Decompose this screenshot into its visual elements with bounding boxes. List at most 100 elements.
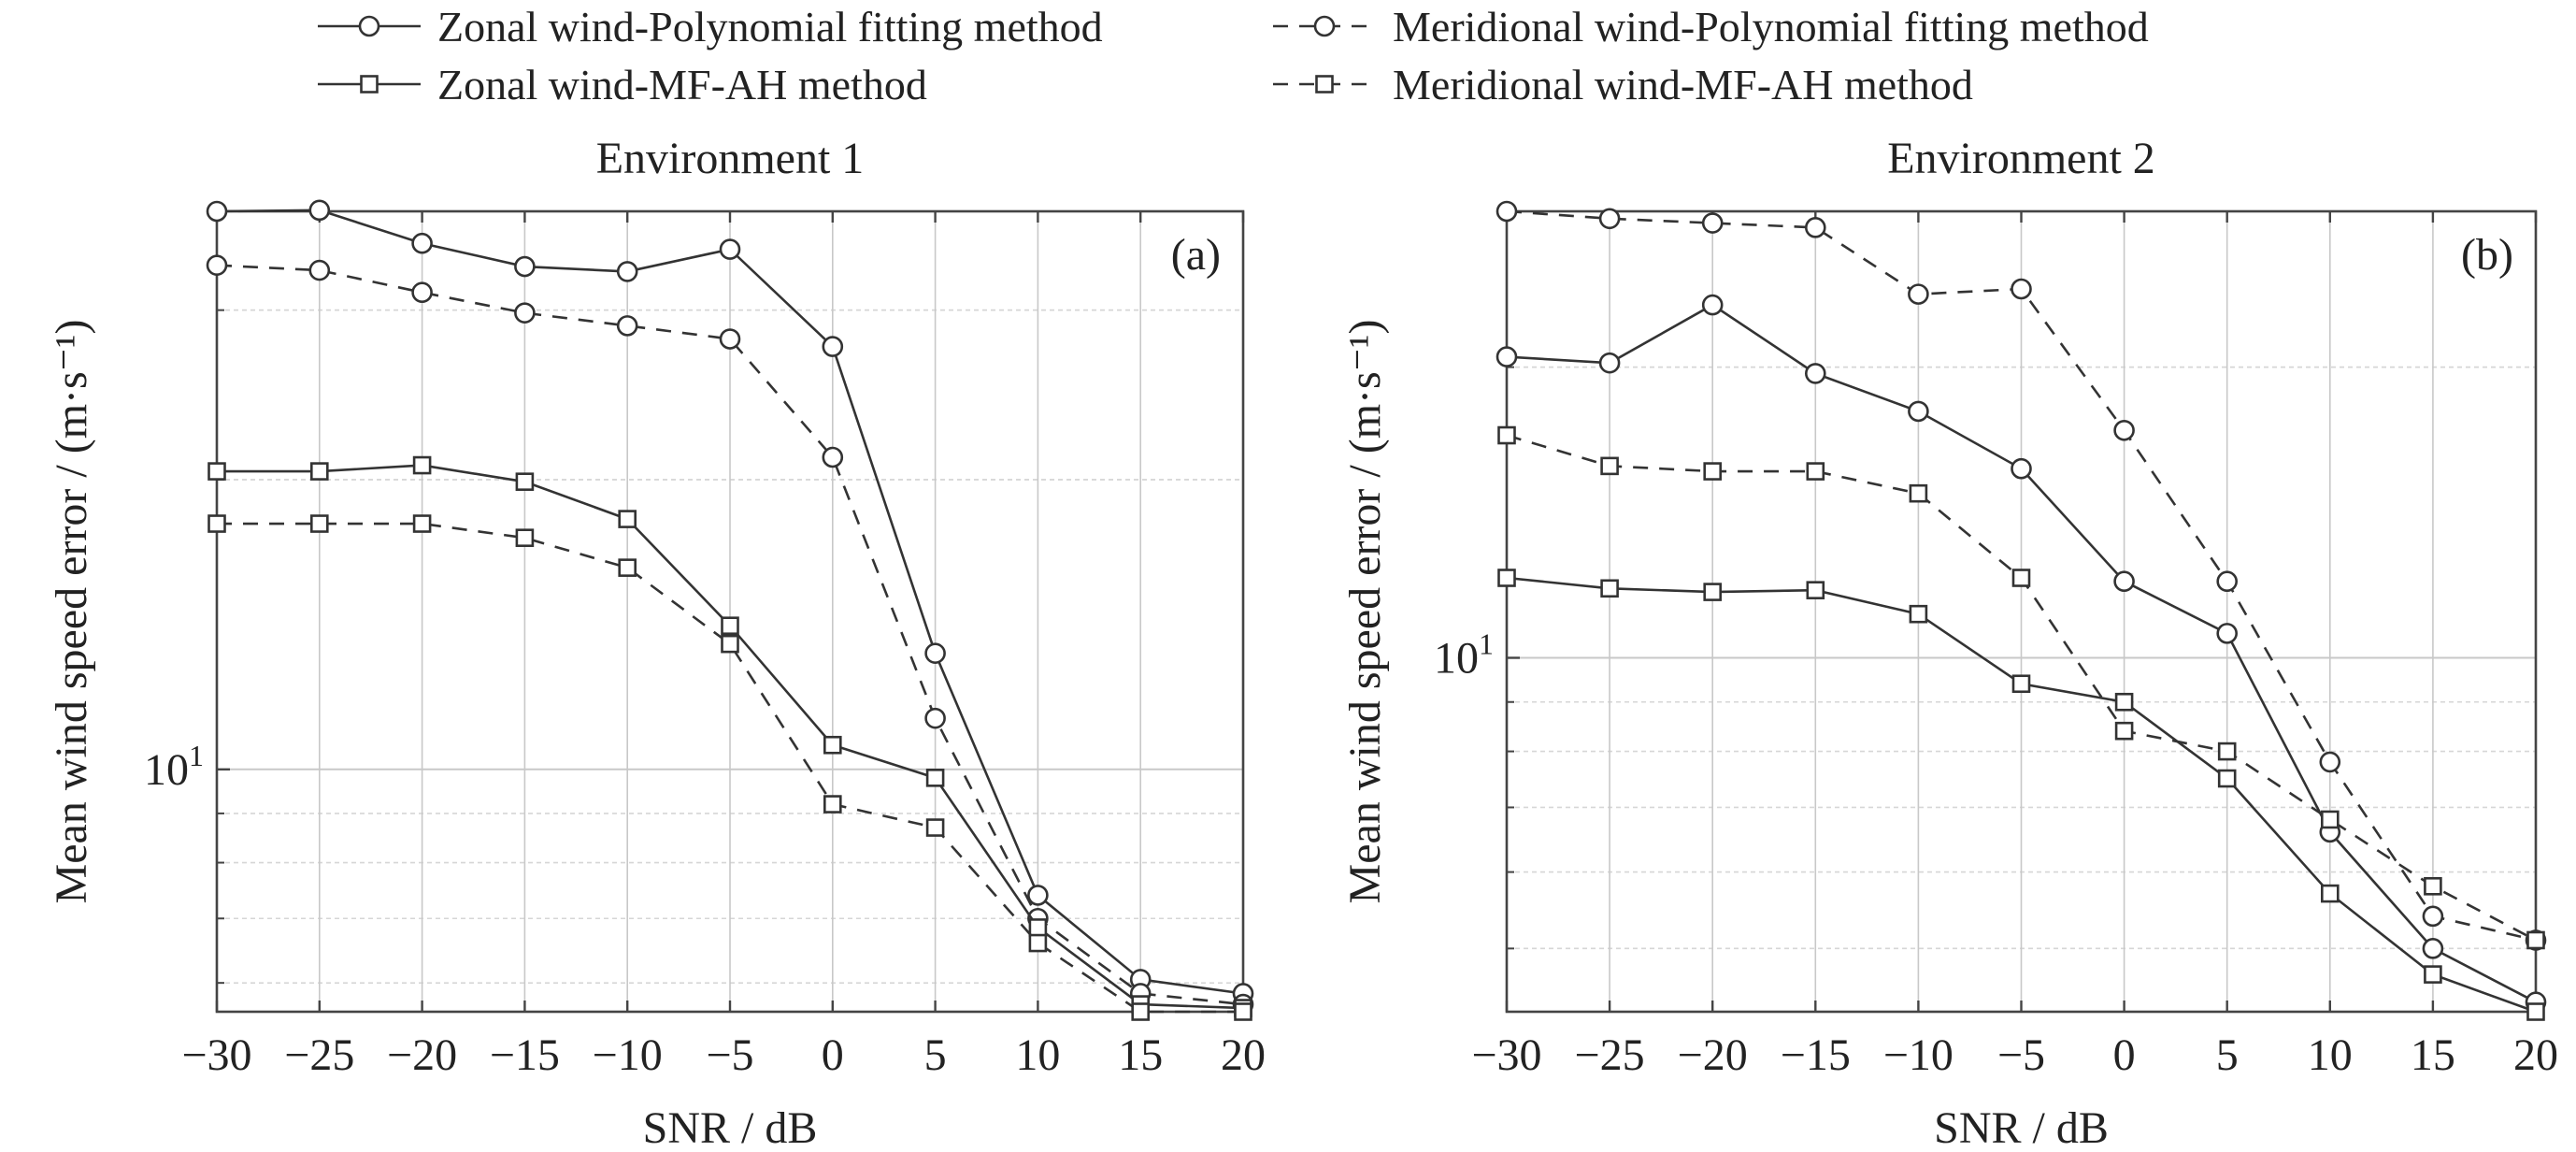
legend-entry-4: Meridional wind-MF-AH method	[1273, 61, 1973, 108]
data-point	[206, 254, 228, 276]
panel-label: (a)	[1171, 230, 1221, 280]
x-axis-label: SNR / dB	[643, 1103, 818, 1152]
data-point	[1806, 462, 1825, 481]
x-tick-label: 20	[1221, 1030, 1266, 1080]
data-point	[2422, 905, 2444, 928]
data-point	[1600, 579, 1619, 598]
x-tick-label: 10	[1015, 1030, 1060, 1080]
data-point	[721, 634, 739, 654]
y-tick-base: 10	[144, 745, 189, 795]
data-point	[515, 472, 535, 491]
series-1	[206, 199, 1254, 1004]
data-point	[1496, 200, 1518, 223]
data-point	[411, 281, 433, 304]
data-point	[2321, 884, 2340, 903]
data-point	[308, 199, 331, 222]
data-point	[823, 735, 842, 755]
data-point	[1598, 352, 1621, 374]
data-point	[2321, 810, 2340, 829]
data-point	[2216, 623, 2238, 644]
data-point	[1600, 456, 1619, 476]
data-point	[1909, 483, 1928, 503]
data-point	[719, 328, 741, 350]
data-point	[1598, 208, 1621, 230]
y-tick-exponent: 1	[1479, 626, 1494, 660]
data-point	[1234, 1002, 1252, 1021]
x-tick-label: 5	[924, 1030, 947, 1080]
legend-marker-1	[358, 15, 380, 37]
y-axis-label: Mean wind speed error / (m·s⁻¹)	[47, 320, 96, 904]
data-point	[309, 514, 329, 533]
data-point	[308, 259, 331, 281]
legend-label-4: Meridional wind-MF-AH method	[1393, 61, 1973, 108]
data-point	[1908, 283, 1929, 305]
data-point	[1497, 425, 1516, 445]
data-point	[2319, 751, 2341, 773]
data-point	[1703, 583, 1722, 601]
data-point	[822, 336, 844, 357]
grid	[1506, 211, 2537, 1012]
x-tick-label: −10	[593, 1030, 663, 1080]
legend-label-2: Meridional wind-Polynomial fitting metho…	[1393, 3, 2149, 50]
data-point	[1028, 918, 1048, 937]
chart-title: Environment 1	[596, 134, 865, 183]
x-axis-label: SNR / dB	[1934, 1103, 2109, 1152]
legend-entry-3: Zonal wind-MF-AH method	[318, 61, 927, 108]
chart-title: Environment 2	[1887, 134, 2155, 183]
legend-label-3: Zonal wind-MF-AH method	[437, 61, 927, 108]
data-point	[924, 642, 946, 664]
y-tick-label: 101	[1434, 626, 1494, 683]
legend-entry-1: Zonal wind-Polynomial fitting method	[318, 3, 1103, 50]
data-point	[2113, 570, 2135, 593]
data-point	[411, 232, 433, 254]
data-point	[2113, 419, 2135, 441]
data-point	[2216, 570, 2238, 593]
x-tick-label: −25	[284, 1030, 354, 1080]
data-point	[514, 255, 536, 278]
data-point	[1701, 294, 1724, 316]
data-point	[925, 769, 945, 787]
data-point	[412, 455, 432, 475]
legend-marker-3	[360, 75, 379, 94]
data-point	[1131, 1002, 1150, 1021]
data-point	[719, 238, 741, 260]
data-point	[514, 302, 536, 324]
grid	[216, 211, 1244, 1012]
data-point	[1806, 581, 1825, 599]
data-point	[208, 514, 226, 533]
x-tick-label: −15	[490, 1030, 560, 1080]
x-tick-label: −30	[181, 1030, 251, 1080]
data-point	[2424, 876, 2442, 896]
legend-marker-4	[1315, 75, 1334, 94]
data-point	[2114, 692, 2134, 712]
x-tick-label: 5	[2216, 1030, 2239, 1080]
series-3	[1497, 569, 2545, 1021]
y-axis-label: Mean wind speed error / (m·s⁻¹)	[1340, 320, 1390, 904]
data-point	[2011, 674, 2031, 694]
y-tick-label: 101	[144, 739, 204, 795]
data-point	[208, 462, 226, 481]
data-point	[206, 200, 228, 223]
data-point	[2011, 457, 2032, 480]
x-tick-label: 15	[2411, 1030, 2455, 1080]
data-point	[2422, 938, 2444, 959]
data-point	[616, 315, 638, 337]
data-point	[1909, 604, 1928, 624]
data-point	[823, 795, 842, 814]
data-point	[515, 528, 535, 547]
x-tick-label: −20	[1678, 1030, 1748, 1080]
data-point	[1908, 400, 1929, 423]
x-tick-label: 0	[822, 1030, 844, 1080]
data-point	[925, 818, 945, 837]
panel-label: (b)	[2461, 230, 2513, 280]
x-tick-label: 15	[1118, 1030, 1163, 1080]
data-point	[2424, 965, 2442, 984]
x-tick-label: 10	[2308, 1030, 2353, 1080]
data-point	[309, 462, 329, 481]
data-point	[2011, 278, 2032, 300]
data-point	[2526, 1002, 2545, 1021]
data-point	[1805, 217, 1826, 238]
data-point	[2526, 930, 2545, 950]
data-point	[2217, 769, 2237, 788]
